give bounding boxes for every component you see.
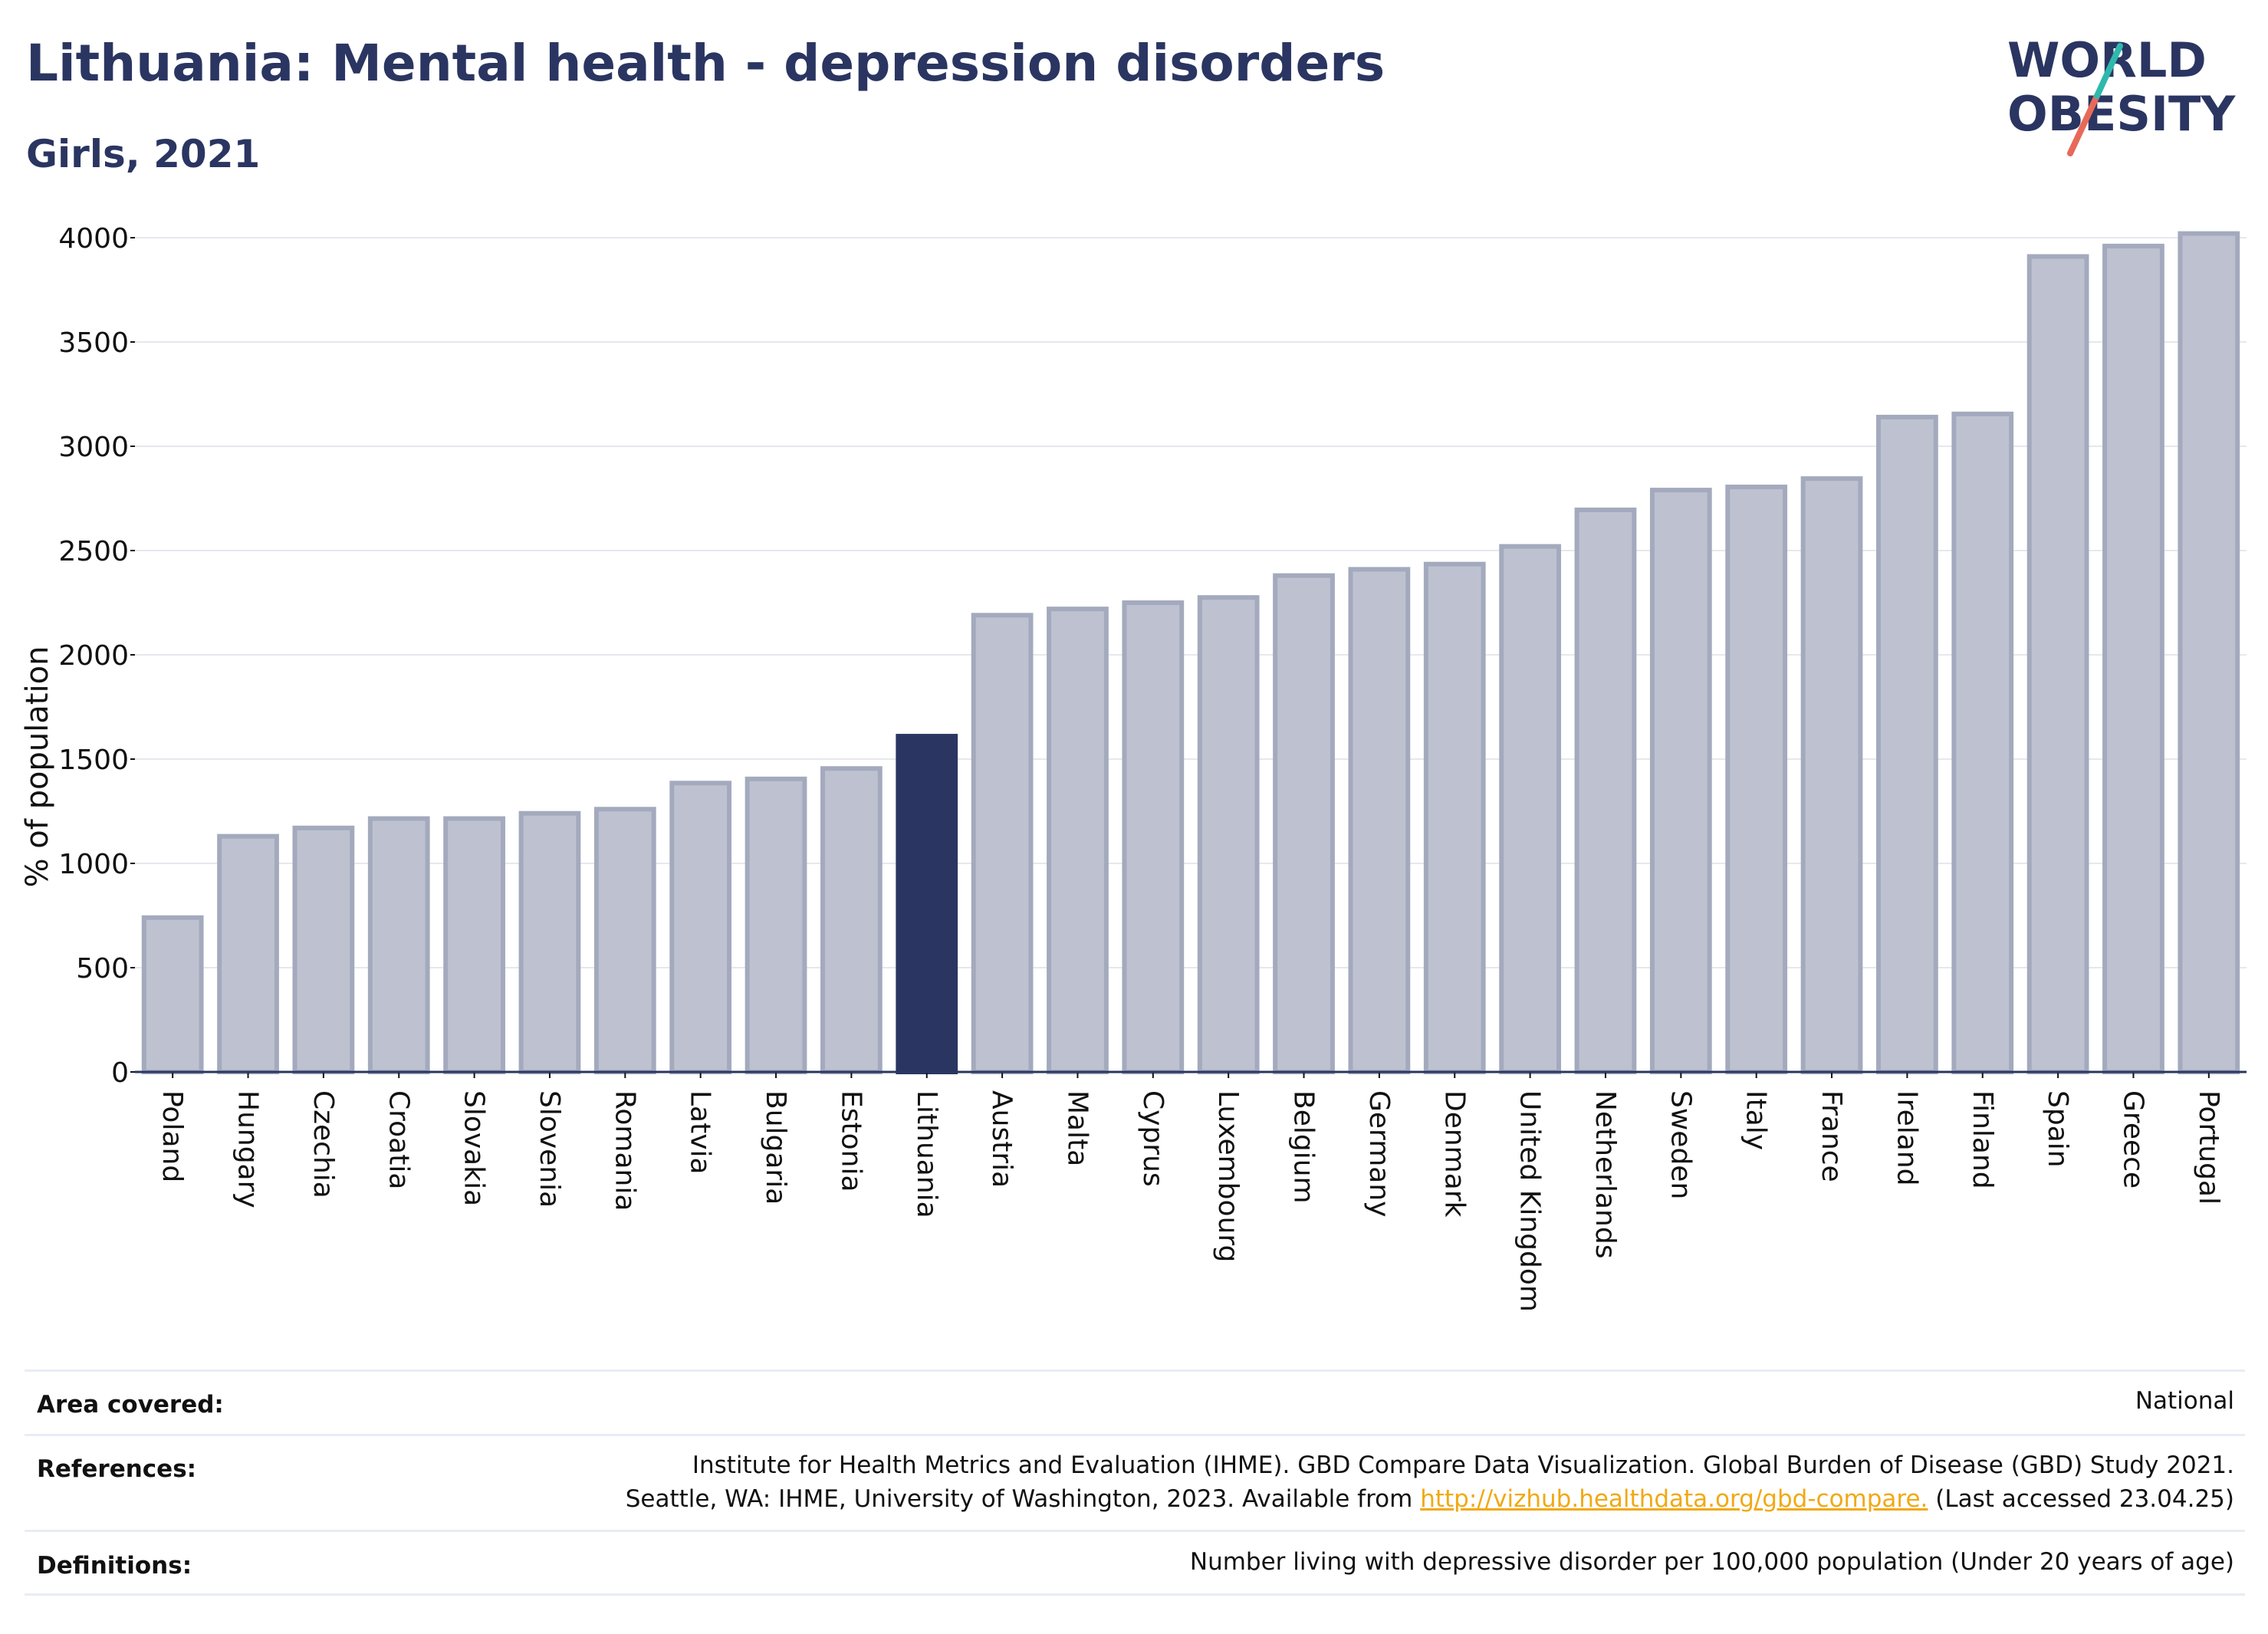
divider [25,1593,2245,1596]
bar-germany [1348,567,1411,1074]
bar-luxembourg [1197,595,1260,1074]
x-tick-label: Finland [1967,1090,1998,1189]
bar-united-kingdom [1499,544,1561,1074]
x-tick-label: Czechia [307,1090,339,1198]
bar-france [1800,476,1863,1074]
x-tick-label: Italy [1740,1090,1772,1150]
x-tick-label: Portugal [2193,1090,2224,1205]
x-tick-label: Netherlands [1589,1090,1621,1258]
x-tick-label: Slovakia [459,1090,490,1206]
divider [25,1434,2245,1436]
bar-spain [2026,254,2089,1075]
logo-slash-teal [2094,43,2123,99]
logo-word-2: OBESITY [2007,86,2236,142]
logo-slash-red [2067,93,2100,156]
bar-belgium [1273,573,1335,1074]
bar-denmark [1423,561,1486,1074]
y-tick-label: 3000 [58,432,129,463]
info-row-definitions: Definitions: Number living with depressi… [25,1541,2245,1595]
bar-estonia [820,766,883,1074]
x-tick-label: Denmark [1438,1090,1470,1218]
y-tick-label: 2000 [58,640,129,672]
x-tick-label: Croatia [383,1090,414,1189]
bar-greece [2102,243,2164,1074]
references-line-1: Institute for Health Metrics and Evaluat… [692,1452,2234,1479]
bar-chart: 0 500 1000 1500 2000 2500 3000 3500 4000 Poland Hu… [20,223,2247,1312]
bar-latvia [669,781,732,1075]
bar-bulgaria [744,776,807,1075]
references-label: References: [37,1455,197,1483]
x-tick-label: Estonia [835,1090,866,1192]
x-tick-label: Malta [1061,1090,1093,1166]
axes: 0 500 1000 1500 2000 2500 3000 3500 4000 Poland Hu… [58,223,2247,1312]
bar-hungary [217,833,279,1074]
area-label: Area covered: [37,1391,224,1419]
bar-ireland [1876,414,1938,1074]
x-tick-label: Austria [986,1090,1017,1188]
y-tick-label: 2500 [58,536,129,567]
x-tick-label: Ireland [1891,1090,1922,1186]
y-tick-label: 3500 [58,327,129,359]
area-value: National [2135,1387,2234,1415]
page-subtitle: Girls, 2021 [26,132,261,176]
page-title: Lithuania: Mental health - depression di… [26,34,1385,93]
x-tick-label: Bulgaria [760,1090,791,1205]
bar-italy [1725,485,1788,1074]
y-tick-label: 4000 [58,223,129,255]
x-tick-label: Slovenia [534,1090,565,1208]
x-tick-label: France [1816,1090,1847,1182]
x-tick-label: Romania [609,1090,640,1211]
x-tick-label: Greece [2117,1090,2148,1189]
x-tick-label: Hungary [232,1090,264,1208]
y-tick-label: 0 [111,1057,129,1089]
x-tick-label: Sweden [1665,1090,1696,1199]
x-tick-label: Spain [2042,1090,2073,1168]
definitions-label: Definitions: [37,1552,192,1580]
y-tick-label: 1500 [58,745,129,776]
x-tick-label: Poland [156,1090,188,1182]
world-obesity-logo: WORLD OBESITY [2007,32,2236,156]
x-tick-label: Belgium [1288,1090,1320,1204]
bar-sweden [1649,488,1712,1074]
info-row-area: Area covered: National [25,1380,2245,1434]
bar-lithuania [896,734,958,1075]
bars [141,231,2240,1075]
divider [25,1530,2245,1532]
bar-austria [971,613,1034,1074]
references-line-2: Seattle, WA: IHME, University of Washing… [625,1485,2234,1513]
definitions-value: Number living with depressive disorder p… [1189,1548,2234,1576]
bar-cyprus [1122,600,1185,1074]
divider [25,1369,2245,1372]
x-tick-label: Germany [1363,1090,1395,1217]
bar-finland [1951,411,2014,1074]
y-axis-label: % of population [20,646,55,888]
x-tick-label: Luxembourg [1212,1090,1244,1262]
x-tick-label: United Kingdom [1514,1090,1546,1312]
x-tick-label: Lithuania [911,1090,942,1218]
bar-poland [141,915,204,1074]
y-tick-label: 500 [76,953,129,985]
x-tick-label: Cyprus [1137,1090,1169,1187]
bar-slovenia [518,810,581,1074]
x-tick-label: Latvia [685,1090,716,1175]
reference-link[interactable]: http://vizhub.healthdata.org/gbd-compare… [1420,1485,1928,1513]
info-row-references: References: Institute for Health Metrics… [25,1445,2245,1529]
bar-romania [593,807,656,1075]
bar-portugal [2178,231,2240,1074]
y-tick-label: 1000 [58,849,129,880]
bar-czechia [292,825,355,1074]
bar-netherlands [1574,507,1637,1074]
bar-slovakia [443,816,505,1075]
bar-malta [1047,607,1109,1074]
bar-croatia [367,816,430,1075]
